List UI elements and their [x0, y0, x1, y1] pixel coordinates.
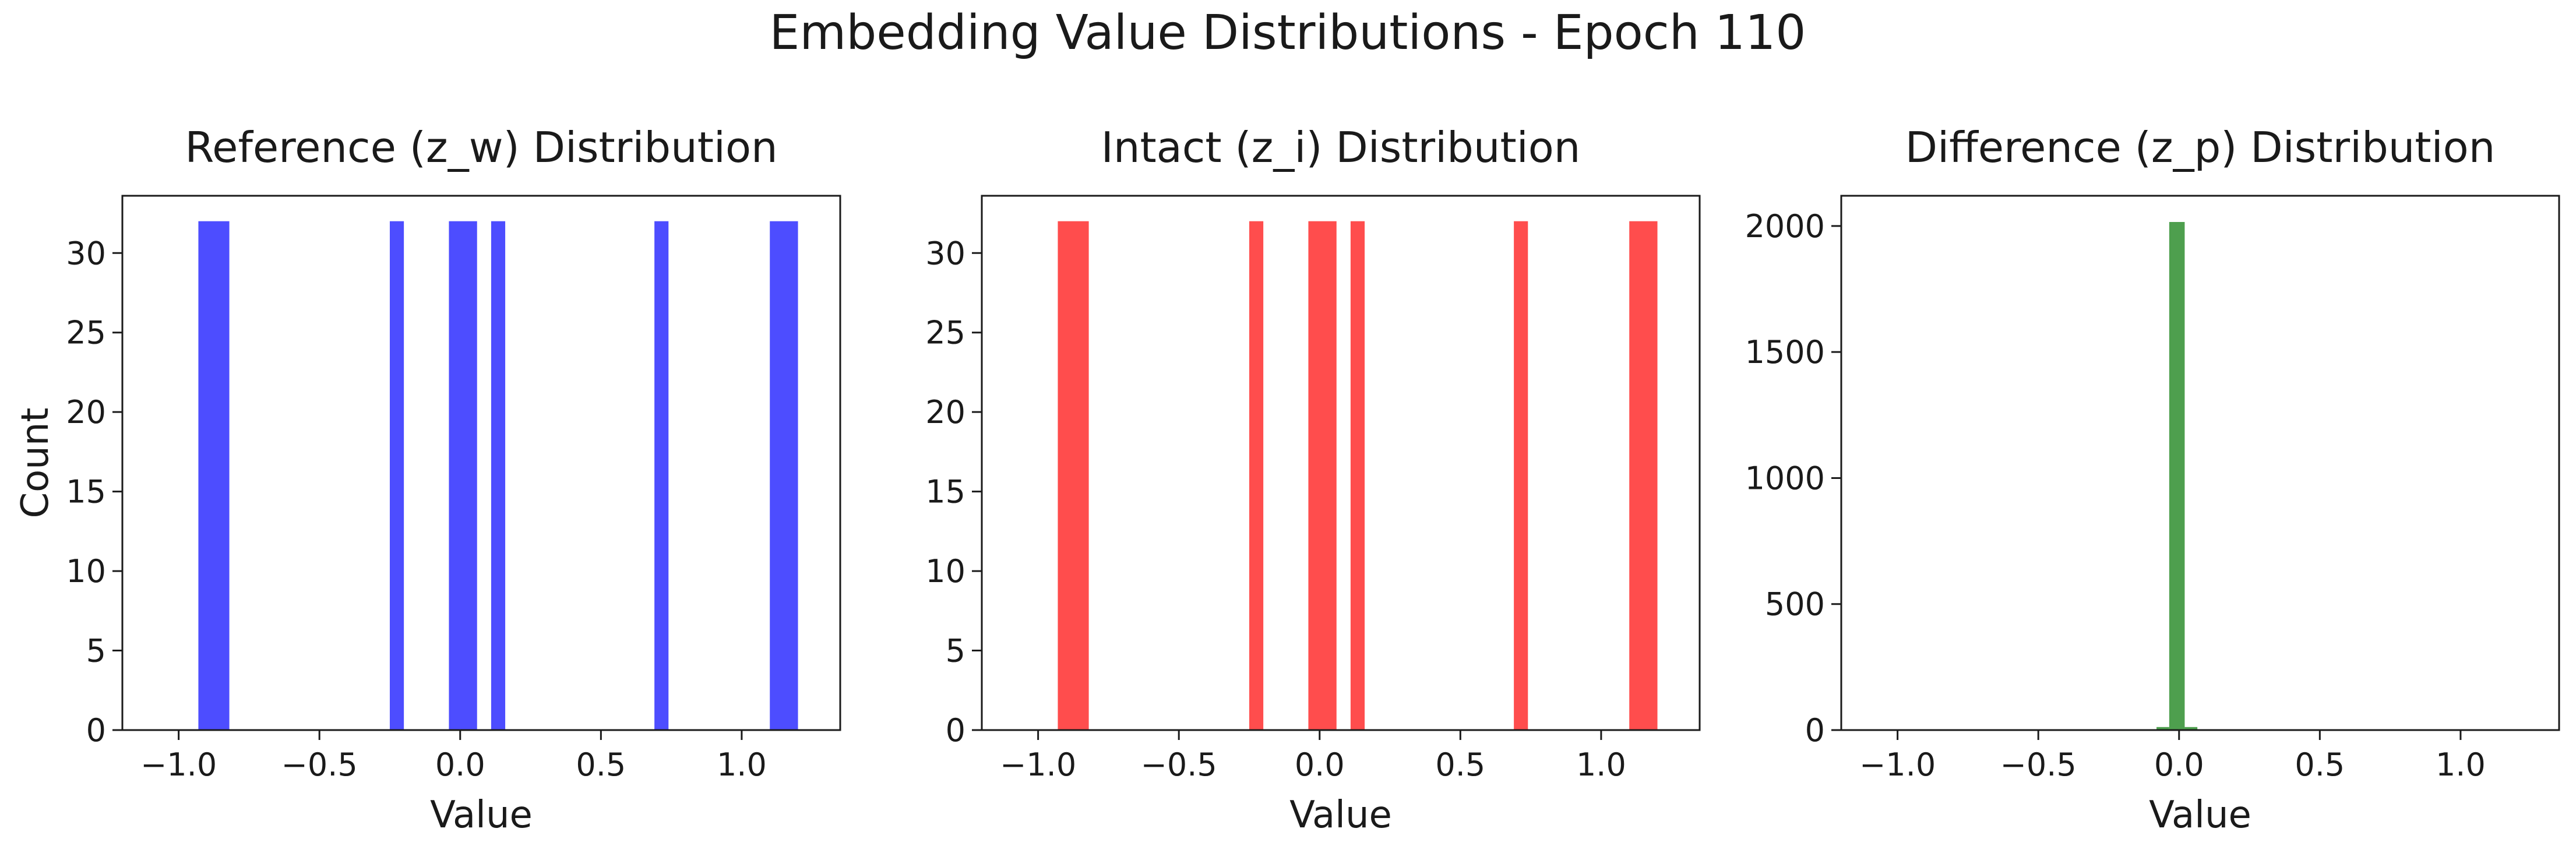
y-tick-label: 0	[1805, 712, 1825, 749]
y-tick-label: 1000	[1745, 460, 1825, 496]
x-tick-label: −1.0	[1859, 746, 1936, 783]
y-tick-label: 25	[66, 315, 106, 351]
y-tick-label: 5	[946, 633, 965, 669]
histogram-bar	[449, 221, 477, 731]
y-tick-label: 5	[86, 633, 106, 669]
subplot-1: −1.0 −0.5 0.0 0.5 1.0 0 5 10 15 20 25 30 Reference (…	[14, 123, 841, 837]
y-tick-label: 500	[1765, 586, 1825, 623]
x-tick-label: 1.0	[1576, 746, 1626, 783]
x-tick-label: 0.0	[2154, 746, 2204, 783]
histogram-bar	[389, 221, 404, 731]
y-tick-label: 2000	[1745, 208, 1825, 245]
subplot-3: −1.0 −0.5 0.0 0.5 1.0 0 500 1000 1500 2000 Differe…	[1745, 123, 2560, 837]
y-tick-label: 20	[925, 394, 965, 431]
x-tick-label: 1.0	[2436, 746, 2486, 783]
y-tick-label: 10	[925, 553, 965, 590]
x-tick-label: 0.0	[435, 746, 485, 783]
histogram-bar	[2184, 727, 2198, 730]
histogram-bar	[1350, 221, 1365, 731]
histogram-bar	[491, 221, 506, 731]
y-axis-label: Count	[14, 407, 57, 518]
x-tick-label: −0.5	[281, 746, 358, 783]
axes-frame	[1840, 195, 2560, 731]
histogram-bar	[1249, 221, 1264, 731]
x-tick-label: 0.5	[2295, 746, 2345, 783]
y-tick-label: 20	[66, 394, 106, 431]
y-tick-label: 0	[86, 712, 106, 749]
figure-suptitle: Embedding Value Distributions - Epoch 11…	[770, 5, 1806, 61]
histogram-bar	[198, 221, 230, 731]
histogram-bar	[654, 221, 669, 731]
y-tick-label: 0	[946, 712, 965, 749]
x-axis-label: Value	[1289, 794, 1392, 837]
x-tick-label: 0.5	[576, 746, 626, 783]
subplot-2: −1.0 −0.5 0.0 0.5 1.0 0 5 10 15 20 25 30 Intact (z_i…	[925, 123, 1701, 837]
histogram-bar	[1058, 221, 1089, 731]
x-axis-label: Value	[430, 794, 533, 837]
x-tick-label: −0.5	[2000, 746, 2077, 783]
y-tick-label: 15	[925, 474, 965, 510]
histogram-bar	[1514, 221, 1528, 731]
histogram-bar	[2156, 727, 2169, 730]
subplot-title: Intact (z_i) Distribution	[1101, 123, 1581, 172]
x-tick-label: −0.5	[1141, 746, 1217, 783]
y-tick-label: 1500	[1745, 334, 1825, 371]
histogram-bar	[1629, 221, 1658, 731]
x-tick-label: −1.0	[1000, 746, 1076, 783]
y-tick-label: 25	[925, 315, 965, 351]
x-axis-label: Value	[2149, 794, 2251, 837]
x-tick-label: 1.0	[717, 746, 767, 783]
subplot-title: Difference (z_p) Distribution	[1905, 123, 2496, 172]
axes-frame	[121, 195, 841, 731]
x-tick-label: 0.0	[1295, 746, 1345, 783]
histogram-bar	[770, 221, 798, 731]
axes-frame	[981, 195, 1701, 731]
subplot-title: Reference (z_w) Distribution	[185, 123, 777, 172]
histogram-bar	[1308, 221, 1337, 731]
y-tick-label: 10	[66, 553, 106, 590]
histogram-bar	[2169, 221, 2185, 731]
x-tick-label: −1.0	[140, 746, 217, 783]
x-tick-label: 0.5	[1435, 746, 1485, 783]
y-tick-label: 15	[66, 474, 106, 510]
subplots: −1.0 −0.5 0.0 0.5 1.0 0 5 10 15 20 25 30 Reference (…	[14, 123, 2560, 837]
y-tick-label: 30	[925, 235, 965, 272]
y-tick-label: 30	[66, 235, 106, 272]
